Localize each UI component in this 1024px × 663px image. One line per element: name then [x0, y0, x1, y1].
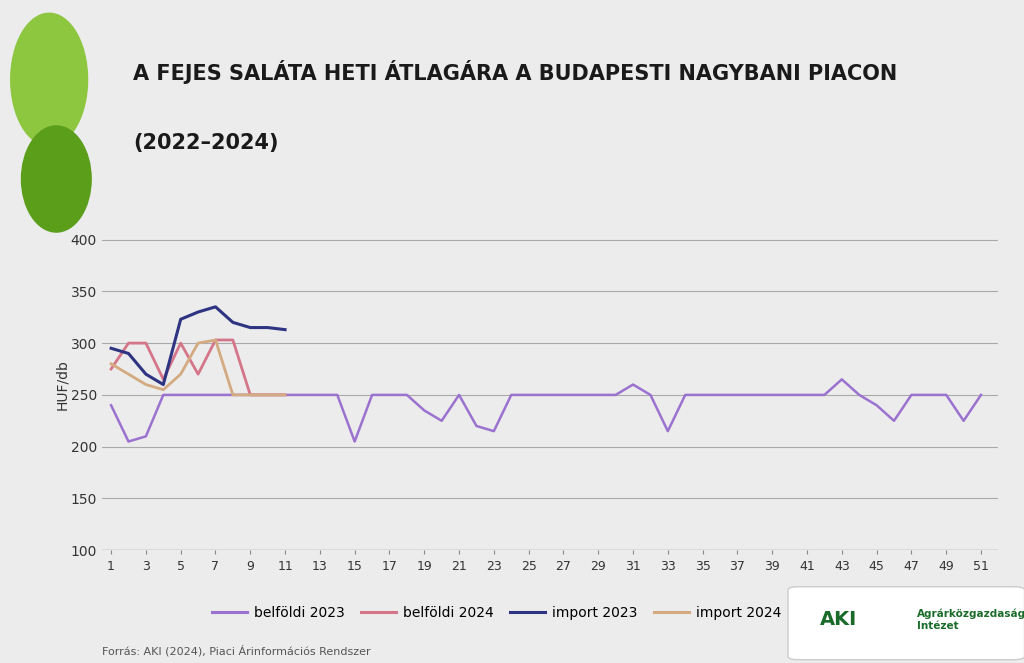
Text: Forrás: AKI (2024), Piaci Árinformációs Rendszer: Forrás: AKI (2024), Piaci Árinformációs …	[102, 645, 371, 656]
Text: AKI: AKI	[820, 611, 857, 629]
Text: A FEJES SALÁTA HETI ÁTLAGÁRA A BUDAPESTI NAGYBANI PIACON: A FEJES SALÁTA HETI ÁTLAGÁRA A BUDAPESTI…	[133, 60, 897, 84]
Text: (2022–2024): (2022–2024)	[133, 133, 279, 152]
Legend: belföldi 2023, belföldi 2024, import 2023, import 2024: belföldi 2023, belföldi 2024, import 202…	[207, 600, 786, 625]
Y-axis label: HUF/db: HUF/db	[55, 359, 70, 410]
Text: Agrárközgazdasági
Intézet: Agrárközgazdasági Intézet	[918, 609, 1024, 631]
FancyBboxPatch shape	[788, 587, 1024, 660]
